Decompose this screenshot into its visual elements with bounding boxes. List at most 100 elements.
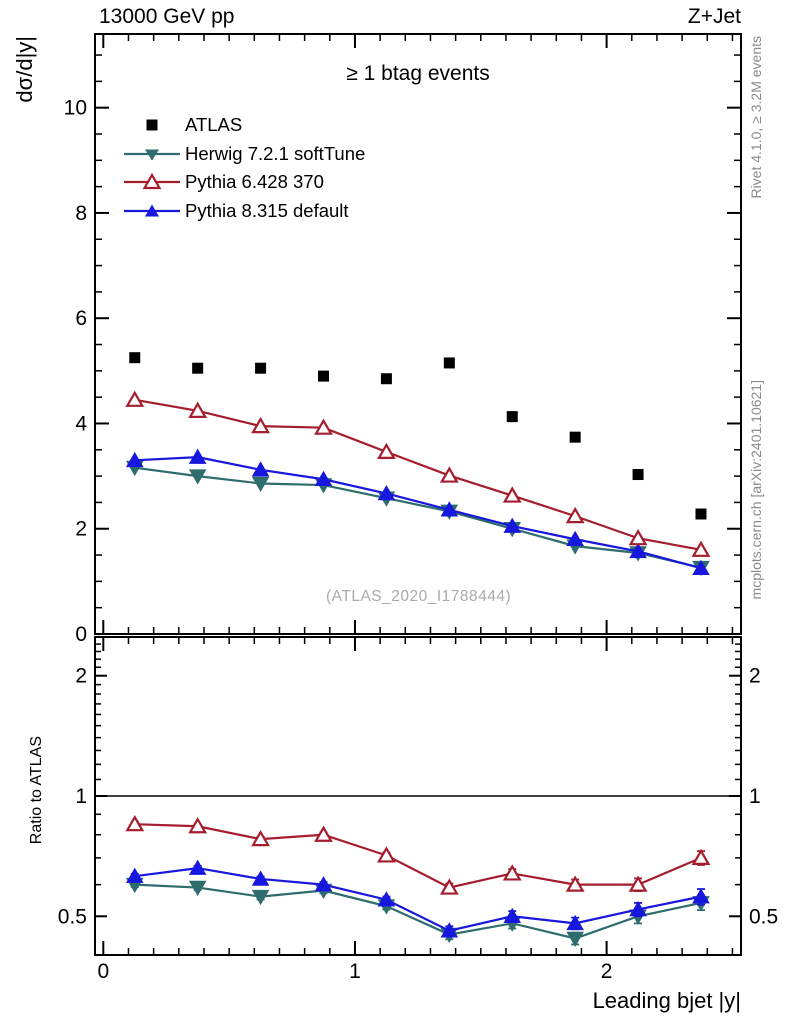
pythia8-triangle-up-icon xyxy=(124,204,180,217)
process-label: Z+Jet xyxy=(687,5,741,28)
data-point-main-atlas xyxy=(255,362,267,374)
series-line-main-pythia-8-315-default xyxy=(134,456,702,570)
legend-label-herwig: Herwig 7.2.1 softTune xyxy=(185,142,366,164)
atlas-square-icon xyxy=(146,119,158,131)
ratio-y-tick-label-right: 2 xyxy=(749,665,761,688)
data-point-main-pythia-8-315-default xyxy=(188,448,207,464)
series-line-main-pythia-6-428-370 xyxy=(134,398,702,551)
data-point-main-herwig-7-2-1-softtune xyxy=(251,476,270,492)
data-point-main-atlas xyxy=(380,373,392,385)
data-point-main-pythia-8-315-default xyxy=(125,451,144,468)
data-point-ratio-herwig-7-2-1-softtune xyxy=(251,889,270,906)
ratio-y-tick-label-left: 1 xyxy=(75,785,87,808)
data-point-ratio-herwig-7-2-1-softtune xyxy=(188,880,207,897)
data-point-main-pythia-8-315-default xyxy=(629,542,647,559)
data-point-ratio-pythia-8-315-default xyxy=(692,888,710,904)
data-point-main-pythia-6-428-370 xyxy=(502,486,522,503)
data-point-main-atlas xyxy=(318,370,330,382)
data-point-ratio-pythia-6-428-370 xyxy=(314,825,333,842)
x-tick-label: 0 xyxy=(97,960,109,983)
main-panel-frame xyxy=(94,33,742,635)
main-y-tick-label: 0 xyxy=(75,623,87,646)
main-y-axis-title: dσ/d|y| xyxy=(12,36,37,103)
data-point-main-pythia-8-315-default xyxy=(566,530,584,547)
data-point-ratio-herwig-7-2-1-softtune xyxy=(566,931,584,947)
ratio-y-axis-title: Ratio to ATLAS xyxy=(28,736,45,845)
data-point-main-pythia-6-428-370 xyxy=(691,540,711,557)
data-point-ratio-pythia-6-428-370 xyxy=(502,864,522,881)
x-tick-label: 1 xyxy=(349,960,361,983)
main-y-tick-label: 4 xyxy=(75,412,87,435)
legend-label-pythia6: Pythia 6.428 370 xyxy=(185,171,324,193)
main-y-tick-label: 6 xyxy=(75,307,87,330)
main-y-tick-label: 8 xyxy=(75,202,87,225)
data-point-main-atlas xyxy=(506,411,518,423)
data-point-main-pythia-8-315-default xyxy=(692,559,710,575)
legend-label-pythia8: Pythia 8.315 default xyxy=(185,199,349,221)
data-point-ratio-pythia-6-428-370 xyxy=(691,848,711,865)
data-point-main-atlas xyxy=(443,357,455,369)
data-point-main-atlas xyxy=(129,352,141,364)
main-y-tick-label: 10 xyxy=(64,97,87,120)
data-point-ratio-pythia-8-315-default xyxy=(377,891,396,907)
x-tick-label: 2 xyxy=(601,960,613,983)
legend-row-pythia8: Pythia 8.315 default xyxy=(123,197,365,226)
data-point-main-pythia-6-428-370 xyxy=(377,442,396,459)
rivet-version-note: Rivet 4.1.0, ≥ 3.2M events xyxy=(748,36,764,199)
data-point-main-atlas xyxy=(569,431,581,443)
ratio-y-tick-label-right: 0.5 xyxy=(749,905,778,928)
data-point-ratio-pythia-6-428-370 xyxy=(188,817,208,834)
data-point-main-pythia-8-315-default xyxy=(251,461,270,477)
series-line-main-herwig-7-2-1-softtune xyxy=(134,466,702,569)
data-point-ratio-pythia-6-428-370 xyxy=(439,878,459,895)
data-point-main-pythia-6-428-370 xyxy=(251,416,270,434)
data-point-ratio-pythia-8-315-default xyxy=(629,900,647,917)
pythia6-open-triangle-icon xyxy=(124,173,180,190)
x-axis-title: Leading bjet |y| xyxy=(592,988,741,1013)
data-point-main-atlas xyxy=(192,362,204,374)
series-line-ratio-pythia-6-428-370 xyxy=(134,823,702,889)
legend-label-atlas: ATLAS xyxy=(185,114,243,136)
ratio-y-tick-label-left: 0.5 xyxy=(58,905,87,928)
ratio-y-tick-label-left: 2 xyxy=(75,665,87,688)
plot-title: ≥ 1 btag events xyxy=(346,62,490,85)
data-point-main-pythia-6-428-370 xyxy=(125,390,145,407)
data-point-ratio-pythia-8-315-default xyxy=(188,859,207,875)
ratio-y-tick-label-right: 1 xyxy=(749,785,761,808)
data-point-main-pythia-8-315-default xyxy=(314,470,333,487)
series-line-ratio-pythia-8-315-default xyxy=(134,866,702,932)
data-point-main-pythia-8-315-default xyxy=(440,501,459,517)
data-point-ratio-pythia-6-428-370 xyxy=(628,875,648,892)
main-y-tick-label: 2 xyxy=(75,518,87,541)
series-line-ratio-herwig-7-2-1-softtune xyxy=(134,883,702,940)
data-point-main-pythia-6-428-370 xyxy=(628,529,648,546)
legend-row-atlas: ATLAS xyxy=(123,111,365,140)
data-point-main-pythia-6-428-370 xyxy=(314,418,333,435)
data-point-main-pythia-6-428-370 xyxy=(188,401,208,418)
legend-row-herwig: Herwig 7.2.1 softTune xyxy=(123,140,365,169)
data-point-ratio-pythia-8-315-default xyxy=(125,867,144,883)
data-point-ratio-pythia-6-428-370 xyxy=(565,875,585,892)
data-point-ratio-pythia-8-315-default xyxy=(440,922,459,938)
mcplots-arxiv-note: mcplots.cern.ch [arXiv:2401.10621] xyxy=(748,380,764,600)
data-point-main-pythia-8-315-default xyxy=(503,517,522,533)
data-point-ratio-pythia-8-315-default xyxy=(566,914,584,931)
legend: ATLAS Herwig 7.2.1 softTune Pythia 6.428… xyxy=(123,111,365,225)
data-point-main-pythia-6-428-370 xyxy=(565,506,585,524)
analysis-id-watermark: (ATLAS_2020_I1788444) xyxy=(326,588,512,605)
data-point-ratio-pythia-6-428-370 xyxy=(125,814,145,832)
beam-energy-label: 13000 GeV pp xyxy=(99,5,235,28)
data-point-main-atlas xyxy=(695,508,707,520)
data-point-ratio-pythia-8-315-default xyxy=(251,870,270,886)
legend-row-pythia6: Pythia 6.428 370 xyxy=(123,168,365,197)
data-point-ratio-pythia-8-315-default xyxy=(503,907,522,924)
data-point-main-pythia-8-315-default xyxy=(377,484,396,501)
data-point-ratio-pythia-6-428-370 xyxy=(251,829,270,847)
data-point-main-pythia-6-428-370 xyxy=(439,466,459,483)
herwig-triangle-down-icon xyxy=(124,149,180,161)
data-point-main-atlas xyxy=(632,469,644,481)
data-point-ratio-pythia-6-428-370 xyxy=(377,846,396,863)
data-point-main-herwig-7-2-1-softtune xyxy=(188,469,207,485)
